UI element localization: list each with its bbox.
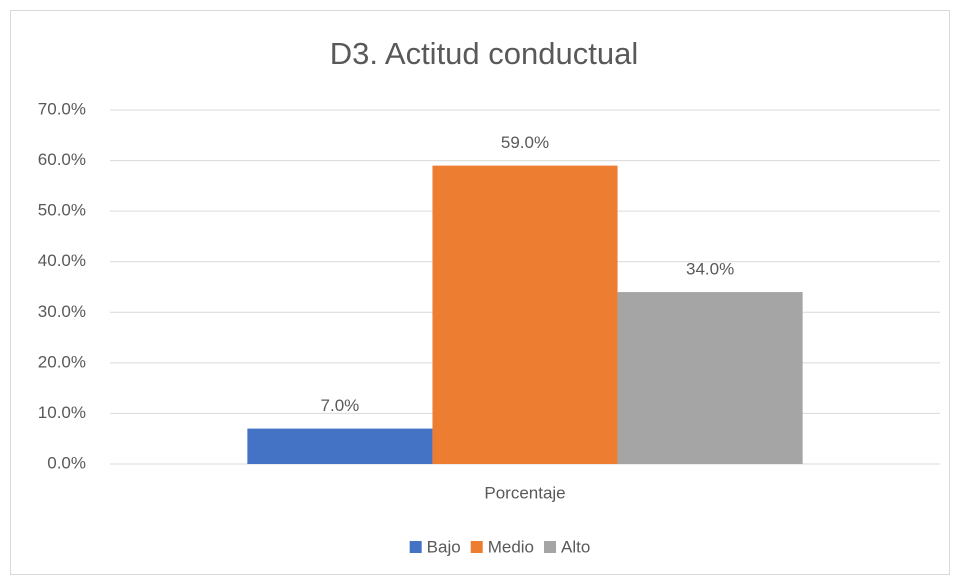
y-tick-label: 30.0% [38, 302, 86, 321]
bar [432, 165, 618, 464]
data-label: 34.0% [686, 260, 734, 279]
data-label: 59.0% [501, 133, 549, 152]
y-tick-label: 0.0% [47, 453, 86, 472]
bar [247, 428, 433, 464]
legend-label: Medio [488, 537, 534, 556]
y-tick-label: 10.0% [38, 403, 86, 422]
y-tick-label: 50.0% [38, 201, 86, 220]
legend-swatch [470, 541, 483, 553]
y-tick-label: 20.0% [38, 352, 86, 371]
legend-swatch [544, 541, 557, 553]
legend-swatch [409, 541, 422, 553]
bar [617, 292, 803, 464]
y-tick-label: 40.0% [38, 251, 86, 270]
legend-label: Alto [561, 537, 590, 556]
y-tick-label: 70.0% [38, 99, 86, 118]
y-tick-label: 60.0% [38, 150, 86, 169]
legend-label: Bajo [427, 537, 461, 556]
data-label: 7.0% [321, 396, 360, 415]
chart-title: D3. Actitud conductual [330, 36, 638, 71]
x-tick-label: Porcentaje [484, 483, 565, 502]
